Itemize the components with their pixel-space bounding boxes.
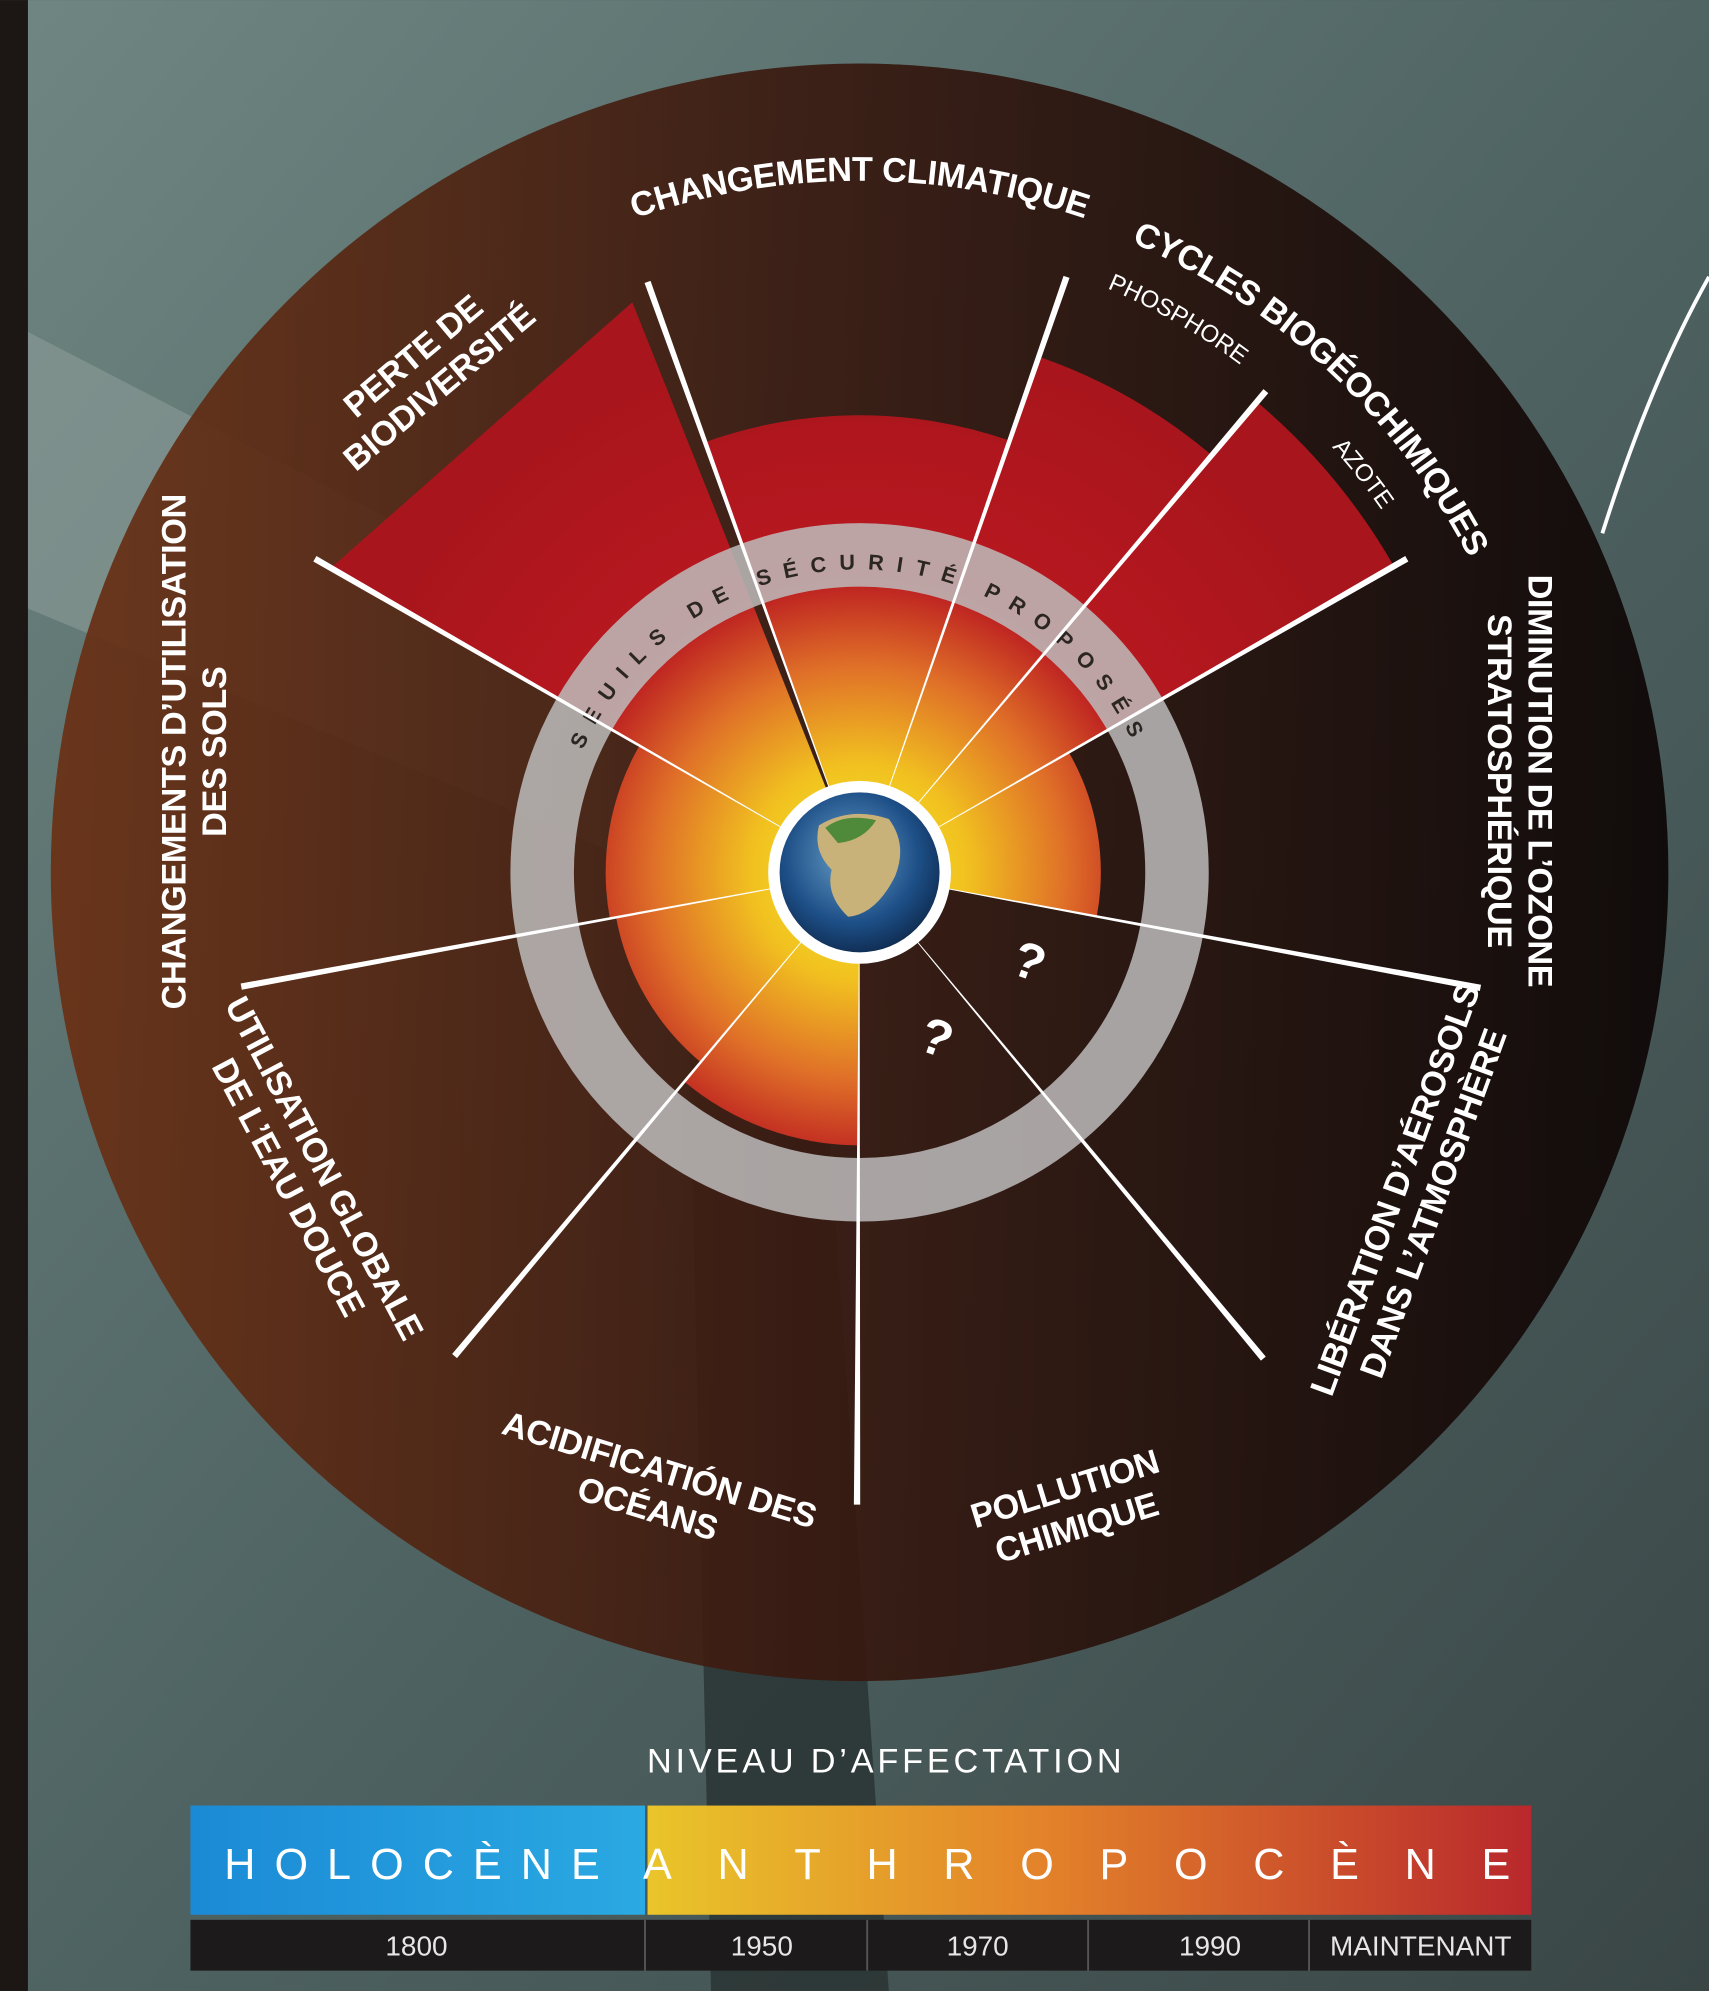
spoke <box>859 872 1266 1361</box>
spokes <box>240 275 1482 1505</box>
sector-label-line: CHANGEMENTS D’UTILISATION <box>155 494 193 1009</box>
timeline-bar <box>190 1919 1532 1971</box>
era-label: HOLOCÈNE <box>224 1841 619 1889</box>
sector-label-line: STRATOSPHÉRIQUE <box>1480 614 1520 948</box>
timeline-label: 1800 <box>385 1930 447 1961</box>
spoke <box>240 872 860 990</box>
spoke <box>644 280 860 873</box>
sector-wedge <box>859 401 1394 873</box>
spoke <box>452 872 860 1359</box>
sector-label-line: DES SOLS <box>196 667 234 837</box>
era-label: ANTHROPOCÈNE <box>643 1841 1556 1889</box>
spoke <box>853 872 861 1505</box>
spoke <box>859 555 1409 873</box>
timeline: 1800 1950 1970 1990 MAINTENANT <box>385 1919 1512 1971</box>
spoke <box>859 275 1070 873</box>
timeline-label: MAINTENANT <box>1330 1930 1511 1961</box>
earth-land <box>825 817 877 844</box>
sector-label: CHANGEMENTS D’UTILISATIONDES SOLS <box>155 494 234 1009</box>
era-anthropocene <box>647 1805 1532 1915</box>
spoke <box>859 389 1269 873</box>
spoke <box>313 555 860 873</box>
legend-title: NIVEAU D’AFFECTATION <box>647 1743 1125 1781</box>
decor-arc <box>1600 275 1709 534</box>
spoke <box>859 872 1482 992</box>
left-strip <box>0 0 28 1991</box>
timeline-label: 1990 <box>1179 1930 1241 1961</box>
era-holocene <box>190 1805 646 1915</box>
sector-label: DIMINUTION DE L’OZONESTRATOSPHÉRIQUE <box>1480 575 1559 988</box>
timeline-label: 1970 <box>947 1930 1009 1961</box>
sector-label-line: DIMINUTION DE L’OZONE <box>1521 575 1559 988</box>
sector-wedge <box>704 415 1010 873</box>
sector-wedge <box>332 302 860 873</box>
timeline-label: 1950 <box>731 1930 793 1961</box>
